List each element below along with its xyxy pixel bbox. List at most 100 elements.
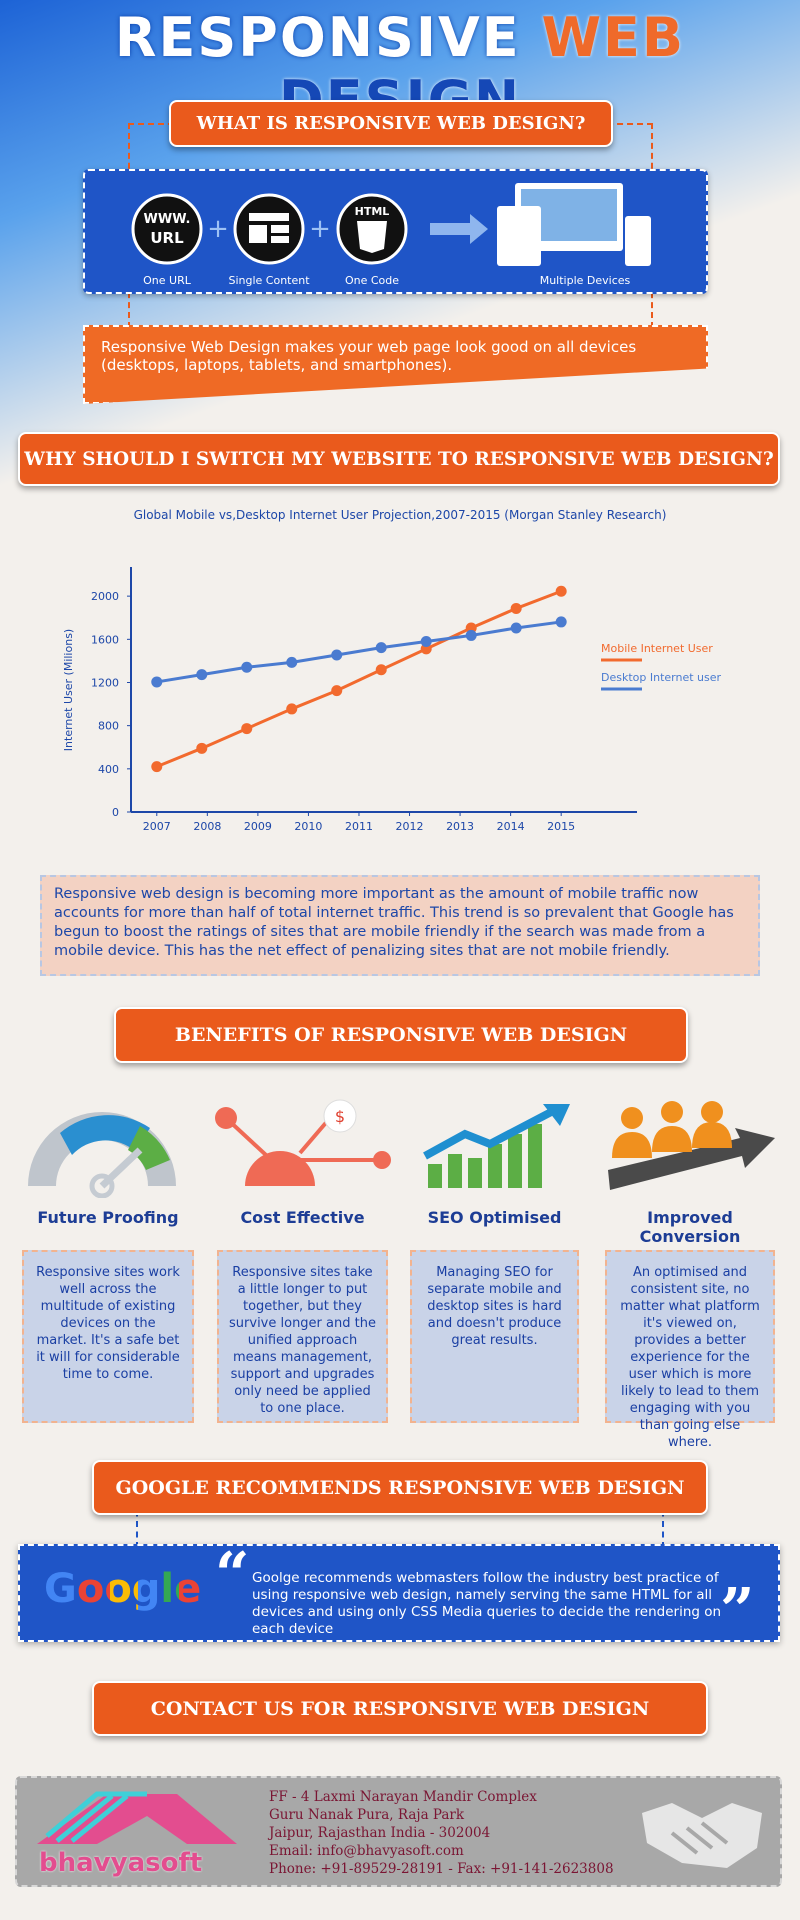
- shape: [468, 1158, 482, 1188]
- section-heading: WHAT IS RESPONSIVE WEB DESIGN?: [169, 100, 613, 147]
- shape: [128, 1126, 170, 1170]
- y-tick-label: 1600: [91, 633, 119, 646]
- y-tick-label: 2000: [91, 590, 119, 603]
- item-label: One Code: [345, 274, 399, 287]
- icon: [249, 213, 289, 221]
- x-tick-label: 2013: [446, 820, 474, 833]
- plus: +: [207, 214, 229, 244]
- benefit-title: Cost Effective: [240, 1208, 365, 1227]
- x-tick-label: 2009: [244, 820, 272, 833]
- point: [241, 661, 253, 673]
- shape: [692, 1122, 732, 1148]
- x-tick-label: 2011: [345, 820, 373, 833]
- address-line: FF - 4 Laxmi Narayan Mandir Complex: [269, 1789, 537, 1805]
- icon: [271, 236, 289, 243]
- y-axis-label: Internet User (Milions): [62, 629, 75, 751]
- handshake-icon: [642, 1803, 762, 1868]
- legend-label: Desktop Internet user: [601, 671, 722, 684]
- y-tick-label: 1200: [91, 676, 119, 689]
- benefit-text: Responsive sites take a little longer to…: [217, 1250, 388, 1423]
- shape: [621, 1107, 643, 1129]
- section-heading: CONTACT US FOR RESPONSIVE WEB DESIGN: [92, 1681, 708, 1736]
- shape: [89, 1173, 115, 1198]
- y-tick-label: 800: [98, 720, 119, 733]
- y-tick-label: 0: [112, 806, 119, 819]
- quote-mark: “: [215, 1540, 250, 1610]
- icon: [249, 225, 267, 243]
- seo-icon: [423, 1104, 570, 1188]
- benefit-title: SEO Optimised: [427, 1208, 562, 1227]
- shape: [543, 1104, 570, 1126]
- device: [625, 216, 651, 266]
- icon: [233, 193, 305, 265]
- point: [286, 703, 298, 715]
- quote-mark: ”: [720, 1576, 755, 1646]
- shape: [642, 1803, 762, 1868]
- benefit-text: An optimised and consistent site, no mat…: [605, 1250, 775, 1450]
- cost-icon: $: [215, 1099, 391, 1186]
- line-chart: Global Mobile vs,Desktop Internet User P…: [62, 508, 722, 833]
- arrow: [430, 214, 488, 244]
- point: [465, 629, 477, 641]
- shape: [661, 1101, 683, 1123]
- google-logo: Google: [44, 1566, 202, 1612]
- benefit-title: Improved Conversion: [639, 1208, 741, 1246]
- point: [331, 685, 343, 697]
- description-text: Responsive Web Design makes your web pag…: [101, 338, 637, 374]
- point: [196, 742, 208, 754]
- series-line: [156, 589, 562, 769]
- plus: +: [309, 214, 331, 244]
- shape: [423, 1106, 557, 1160]
- icon: [131, 193, 203, 265]
- point: [555, 616, 567, 628]
- concept-icons: WWW. URL + + HTML One URL Single Content…: [131, 183, 651, 287]
- shape: [488, 1144, 502, 1188]
- device: [497, 206, 541, 266]
- y-tick-label: 400: [98, 763, 119, 776]
- icon: [357, 221, 387, 253]
- icon-text: HTML: [355, 205, 390, 218]
- benefit-text: Responsive sites work well across the mu…: [22, 1250, 194, 1423]
- description: Responsive Web Design makes your web pag…: [83, 325, 708, 404]
- item-label: One URL: [143, 274, 192, 287]
- shape: [60, 1115, 150, 1155]
- point: [555, 585, 567, 597]
- shape: [298, 1116, 332, 1155]
- x-tick-label: 2014: [497, 820, 525, 833]
- concept-box: WWW. URL + + HTML One URL Single Content…: [83, 169, 708, 294]
- section-heading: WHY SHOULD I SWITCH MY WEBSITE TO RESPON…: [18, 432, 780, 486]
- point: [375, 642, 387, 654]
- shape: [612, 1132, 652, 1158]
- address: FF - 4 Laxmi Narayan Mandir Complex Guru …: [269, 1788, 614, 1878]
- x-tick-label: 2012: [396, 820, 424, 833]
- shape: [528, 1124, 542, 1188]
- company-logo: bhavyasoft: [39, 1848, 203, 1878]
- shape: [608, 1128, 775, 1190]
- shape: [45, 1791, 147, 1843]
- series-line: [156, 620, 562, 684]
- logo-graphic: [37, 1791, 237, 1844]
- title-part: RESPONSIVE: [114, 6, 521, 69]
- shape: [448, 1154, 462, 1188]
- chart-title: Global Mobile vs,Desktop Internet User P…: [134, 508, 667, 522]
- address-line: Phone: +91-89529-28191 - Fax: +91-141-26…: [269, 1861, 614, 1877]
- shape: [323, 1099, 357, 1133]
- quote: Goolge recommends webmasters follow the …: [252, 1570, 722, 1637]
- title-part: WEB: [541, 6, 686, 69]
- x-tick-label: 2010: [294, 820, 322, 833]
- paragraph: Responsive web design is becoming more i…: [40, 875, 760, 976]
- point: [510, 622, 522, 634]
- item-label: Multiple Devices: [540, 274, 631, 287]
- shape: [428, 1164, 442, 1188]
- point: [151, 761, 163, 773]
- address-line: Email: info@bhavyasoft.com: [269, 1843, 464, 1859]
- benefit-icons: $: [28, 1099, 775, 1198]
- legend-label: Mobile Internet User: [601, 642, 713, 655]
- shape: [508, 1134, 522, 1188]
- footer: bhavyasoft FF - 4 Laxmi Narayan Mandir C…: [15, 1776, 782, 1887]
- conversion-icon: [608, 1101, 775, 1190]
- section-heading: GOOGLE RECOMMENDS RESPONSIVE WEB DESIGN: [92, 1460, 708, 1515]
- icon-text: URL: [150, 229, 184, 247]
- item-label: Single Content: [228, 274, 310, 287]
